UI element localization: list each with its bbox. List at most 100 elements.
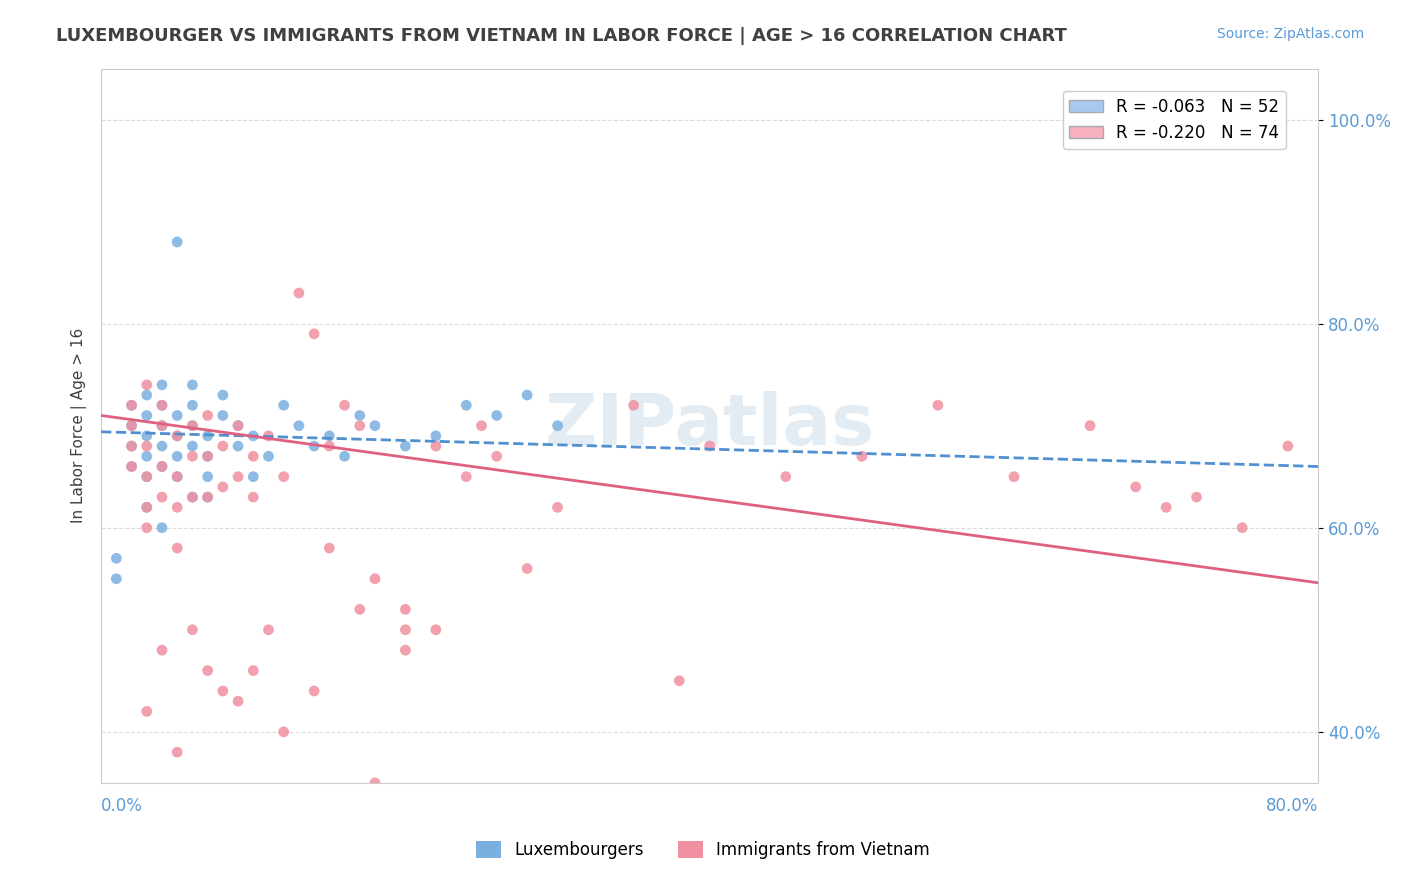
Point — [121, 418, 143, 433]
Point — [150, 459, 173, 474]
Point — [242, 469, 264, 483]
Point — [394, 439, 416, 453]
Point — [211, 684, 233, 698]
Point — [288, 285, 311, 300]
Point — [242, 450, 264, 464]
Point — [547, 418, 569, 433]
Point — [181, 439, 204, 453]
Point — [197, 409, 219, 423]
Point — [121, 459, 143, 474]
Point — [242, 490, 264, 504]
Point — [226, 469, 249, 483]
Point — [135, 409, 157, 423]
Point — [364, 572, 387, 586]
Point — [851, 450, 873, 464]
Text: 0.0%: 0.0% — [101, 797, 143, 815]
Point — [181, 490, 204, 504]
Point — [197, 450, 219, 464]
Point — [302, 439, 325, 453]
Point — [470, 418, 492, 433]
Point — [242, 664, 264, 678]
Point — [425, 623, 447, 637]
Point — [394, 643, 416, 657]
Point — [121, 398, 143, 412]
Point — [226, 694, 249, 708]
Point — [166, 745, 188, 759]
Text: LUXEMBOURGER VS IMMIGRANTS FROM VIETNAM IN LABOR FORCE | AGE > 16 CORRELATION CH: LUXEMBOURGER VS IMMIGRANTS FROM VIETNAM … — [56, 27, 1067, 45]
Point — [135, 429, 157, 443]
Point — [150, 418, 173, 433]
Point — [166, 541, 188, 555]
Point — [273, 469, 295, 483]
Point — [516, 561, 538, 575]
Point — [1232, 521, 1254, 535]
Point — [121, 418, 143, 433]
Point — [150, 398, 173, 412]
Point — [333, 450, 356, 464]
Point — [927, 398, 949, 412]
Point — [775, 469, 797, 483]
Point — [1185, 490, 1208, 504]
Point — [166, 235, 188, 249]
Point — [121, 439, 143, 453]
Point — [135, 439, 157, 453]
Point — [150, 377, 173, 392]
Point — [1078, 418, 1101, 433]
Point — [150, 439, 173, 453]
Point — [135, 705, 157, 719]
Point — [318, 541, 340, 555]
Point — [1154, 500, 1177, 515]
Point — [273, 398, 295, 412]
Point — [349, 409, 371, 423]
Point — [197, 490, 219, 504]
Point — [197, 664, 219, 678]
Point — [364, 776, 387, 790]
Text: Source: ZipAtlas.com: Source: ZipAtlas.com — [1216, 27, 1364, 41]
Point — [242, 429, 264, 443]
Point — [166, 450, 188, 464]
Point — [166, 429, 188, 443]
Point — [197, 469, 219, 483]
Point — [257, 429, 280, 443]
Point — [302, 326, 325, 341]
Point — [302, 684, 325, 698]
Legend: R = -0.063   N = 52, R = -0.220   N = 74: R = -0.063 N = 52, R = -0.220 N = 74 — [1063, 91, 1285, 149]
Point — [135, 469, 157, 483]
Point — [364, 418, 387, 433]
Point — [226, 418, 249, 433]
Point — [197, 490, 219, 504]
Point — [1002, 469, 1025, 483]
Point — [150, 643, 173, 657]
Point — [257, 450, 280, 464]
Point — [699, 439, 721, 453]
Point — [211, 388, 233, 402]
Point — [226, 439, 249, 453]
Point — [318, 429, 340, 443]
Point — [211, 439, 233, 453]
Point — [257, 623, 280, 637]
Point — [150, 521, 173, 535]
Point — [150, 459, 173, 474]
Point — [121, 459, 143, 474]
Point — [166, 469, 188, 483]
Point — [121, 398, 143, 412]
Point — [456, 469, 478, 483]
Point — [211, 480, 233, 494]
Point — [166, 469, 188, 483]
Point — [349, 418, 371, 433]
Point — [425, 439, 447, 453]
Point — [226, 418, 249, 433]
Point — [166, 429, 188, 443]
Point — [135, 500, 157, 515]
Point — [668, 673, 690, 688]
Point — [425, 429, 447, 443]
Point — [105, 551, 128, 566]
Point — [150, 418, 173, 433]
Point — [135, 388, 157, 402]
Point — [547, 500, 569, 515]
Point — [135, 469, 157, 483]
Point — [181, 490, 204, 504]
Point — [394, 602, 416, 616]
Point — [135, 521, 157, 535]
Point — [197, 429, 219, 443]
